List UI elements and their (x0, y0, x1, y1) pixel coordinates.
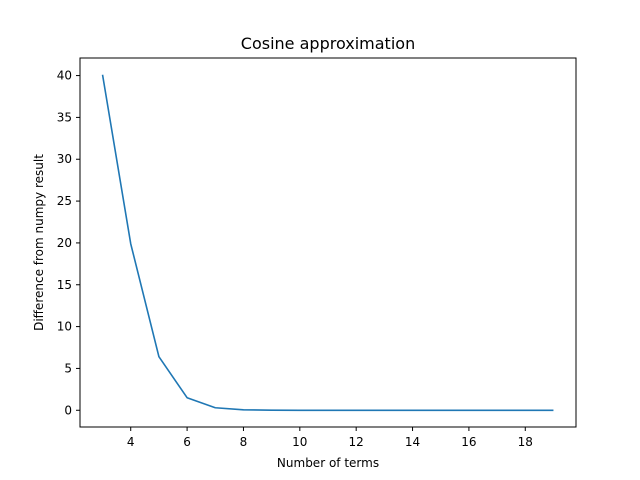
x-tick-label: 6 (183, 435, 191, 449)
series-line (101, 74, 554, 412)
y-axis-label: Difference from numpy result (32, 154, 46, 331)
y-axis: 0 5 10 15 20 25 30 35 40 (57, 69, 80, 417)
y-tick-label: 30 (57, 152, 72, 166)
chart-title: Cosine approximation (241, 34, 415, 53)
y-tick-label: 35 (57, 110, 72, 124)
x-axis-label: Number of terms (277, 456, 379, 470)
y-tick-label: 10 (57, 320, 72, 334)
y-tick-label: 15 (57, 278, 72, 292)
x-tick-label: 10 (292, 435, 307, 449)
y-tick-label: 5 (64, 361, 72, 375)
y-tick-label: 0 (64, 403, 72, 417)
x-tick-label: 18 (518, 435, 533, 449)
x-tick-label: 16 (461, 435, 476, 449)
x-tick-label: 14 (405, 435, 420, 449)
x-tick-label: 4 (127, 435, 135, 449)
y-tick-label: 20 (57, 236, 72, 250)
x-tick-label: 8 (240, 435, 248, 449)
x-tick-label: 12 (349, 435, 364, 449)
x-axis: 4 6 8 10 12 14 16 18 (127, 427, 533, 449)
y-tick-label: 40 (57, 69, 72, 83)
series-layer (101, 74, 554, 412)
y-tick-label: 25 (57, 194, 72, 208)
